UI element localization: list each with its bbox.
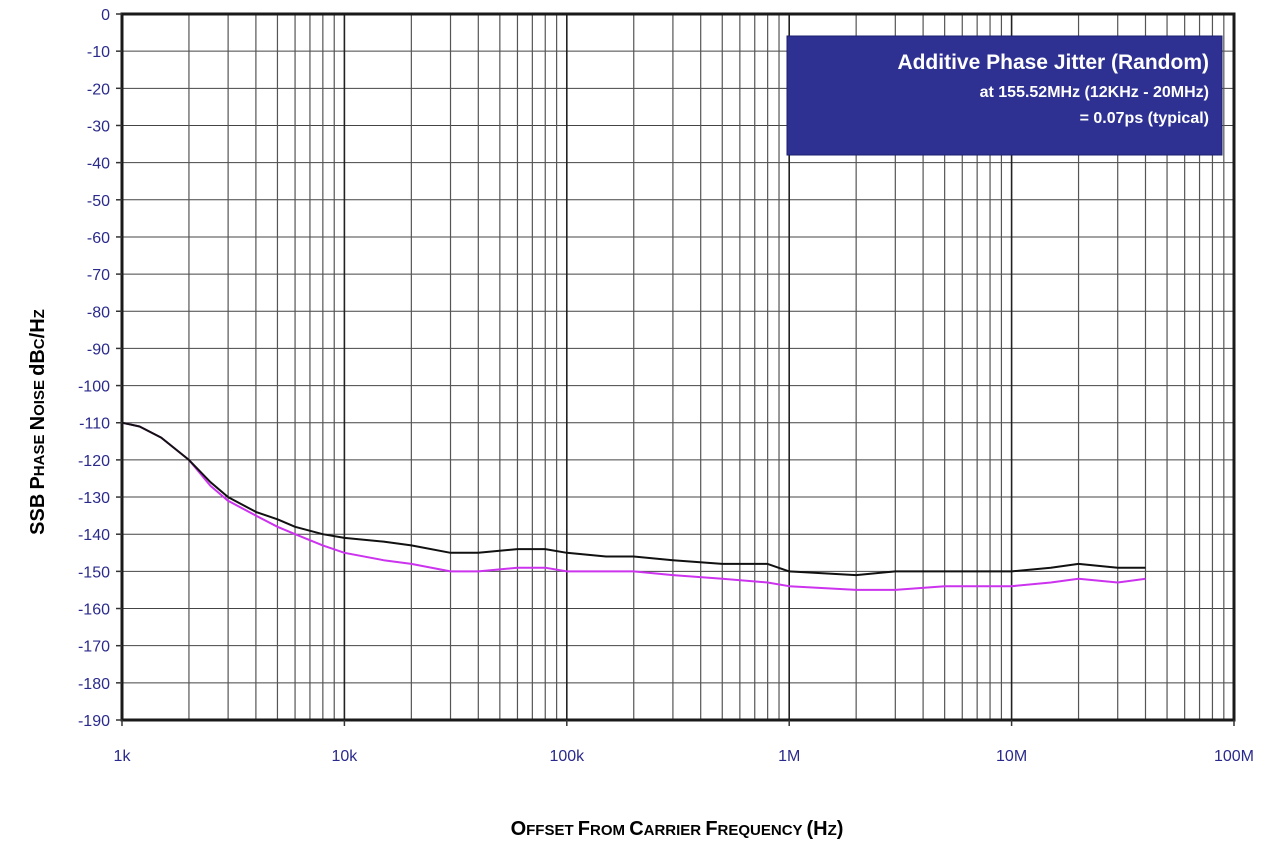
y-tick-label: -60 — [87, 230, 110, 247]
plot-frame — [120, 12, 1236, 722]
x-tick-label: 100M — [1214, 748, 1254, 765]
y-tick-label: -80 — [87, 304, 110, 321]
y-tick-label: -110 — [79, 416, 110, 433]
y-tick-label: -160 — [78, 602, 110, 619]
annotation-box: Additive Phase Jitter (Random) at 155.52… — [786, 35, 1223, 156]
x-axis-label: OFFSET FROM CARRIER FREQUENCY (HZ) — [511, 818, 844, 840]
y-axis-ticks: 0 -10 -20 -30 -40 -50 -60 -70 -80 -90 -100 -110 -120… — [78, 7, 122, 730]
annotation-background — [786, 35, 1223, 156]
y-tick-label: -70 — [87, 267, 110, 284]
x-tick-label: 100k — [549, 748, 585, 765]
y-tick-label: -10 — [87, 44, 110, 61]
y-tick-label: -140 — [78, 527, 110, 544]
x-tick-label: 1M — [778, 748, 800, 765]
y-tick-label: -20 — [87, 81, 110, 98]
series-group — [121, 421, 1146, 591]
annotation-line2: at 155.52MHz (12KHz - 20MHz) — [980, 84, 1209, 101]
y-tick-label: -150 — [78, 564, 110, 581]
y-tick-label: -120 — [78, 453, 110, 470]
y-tick-label: 0 — [101, 7, 110, 24]
y-tick-label: -50 — [87, 193, 110, 210]
annotation-line3: = 0.07ps (typical) — [1080, 110, 1209, 127]
y-tick-label: -180 — [78, 676, 110, 693]
y-tick-label: -170 — [78, 639, 110, 656]
y-axis-label: SSB PHASE NOISE dBC/HZ — [27, 309, 49, 535]
y-tick-label: -30 — [87, 118, 110, 135]
y-tick-label: -100 — [78, 379, 110, 396]
series-line — [121, 421, 1146, 577]
x-tick-label: 10k — [332, 748, 359, 765]
x-tick-label: 10M — [996, 748, 1027, 765]
y-tick-label: -40 — [87, 156, 110, 173]
y-tick-label: -130 — [78, 490, 110, 507]
annotation-line1: Additive Phase Jitter (Random) — [897, 51, 1209, 74]
series-line — [121, 421, 1146, 591]
x-axis-ticks: 1k 10k 100k 1M 10M 100M — [114, 720, 1254, 765]
y-tick-label: -90 — [87, 341, 110, 358]
y-tick-label: -190 — [78, 713, 110, 730]
x-tick-label: 1k — [114, 748, 132, 765]
